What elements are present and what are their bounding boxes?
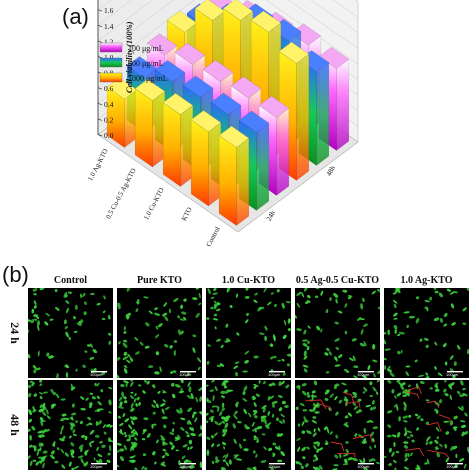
micrograph: 100μm <box>117 380 202 470</box>
micrograph: 100μm <box>28 380 113 470</box>
category-label: 0.5 Cu-0.5 Ag-KTO <box>104 167 137 220</box>
legend-swatch <box>99 57 123 68</box>
category-label: KTO <box>180 206 194 222</box>
scale-bar-label: 100μm <box>90 464 103 469</box>
column-header: Pure KTO <box>137 275 182 286</box>
panel-b: (b) Control Pure KTO 1.0 Cu-KTO 0.5 Ag-0.5 … <box>0 262 474 470</box>
panel-a-label: (a) <box>62 4 89 29</box>
legend-label: 500 μg/mL <box>128 59 164 68</box>
bar-0-5-cu-0-5-ag-kto-24h-s2 <box>134 79 166 168</box>
column-header: 1.0 Cu-KTO <box>221 275 276 286</box>
category-label: Control <box>205 225 222 248</box>
legend-swatch <box>99 72 123 83</box>
z-tick-label: 0.2 <box>104 115 114 124</box>
micrograph: 100μm <box>206 380 291 470</box>
scale-bar-label: 100μm <box>179 464 192 469</box>
micrograph: 100μm <box>295 288 380 378</box>
micrograph: 100μm <box>117 288 202 378</box>
z-tick-label: 0.6 <box>104 84 114 93</box>
cell-viability-3d-bar-chart: 0.00.20.40.60.81.01.21.41.61.8Cell viabi… <box>86 0 359 248</box>
scale-bar-label: 100μm <box>179 372 192 377</box>
column-header: 0.5 Ag-0.5 Cu-KTO <box>295 275 380 286</box>
chart-bars <box>106 0 350 226</box>
bar-kto-24h-s2 <box>190 110 222 207</box>
column-header: 1.0 Ag-KTO <box>400 275 453 286</box>
z-tick-label: 1.6 <box>104 6 114 15</box>
micrograph: 100μm <box>28 288 113 378</box>
scale-bar-label: 100μm <box>90 372 103 377</box>
legend-label: 1000 μg/mL <box>128 74 168 83</box>
row-header: 24 h <box>8 322 22 344</box>
z-tick-label: 0.4 <box>104 100 114 109</box>
gridline <box>97 0 359 49</box>
micrograph: 100μm <box>384 380 469 470</box>
z-tick-label: 0.0 <box>104 131 114 140</box>
row-header: 48 h <box>8 414 22 436</box>
time-label: 48h <box>325 164 337 178</box>
scale-bar-label: 100μm <box>357 464 370 469</box>
micrograph: 100μm <box>295 380 380 470</box>
z-tick-label: 1.4 <box>104 22 114 31</box>
category-label: 1.0 Ag-KTO <box>86 147 110 182</box>
panel-b-label: (b) <box>2 262 29 287</box>
micrograph: 100μm <box>384 288 469 378</box>
micrograph: 100μm <box>206 288 291 378</box>
time-label: 24h <box>265 209 277 223</box>
scale-bar-label: 100μm <box>446 464 459 469</box>
z-tick-label: 1.2 <box>104 37 114 46</box>
panel-a: (a) 0.00.20.40.60.81.01.21.41.61.8Cell v… <box>62 0 359 248</box>
bar-control-24h-s2 <box>218 125 250 226</box>
bar-1-0-ag-kto-24h-s2 <box>106 77 138 148</box>
gridline <box>97 0 359 34</box>
scale-bar-label: 100μm <box>268 464 281 469</box>
scale-bar-label: 100μm <box>446 372 459 377</box>
bar-1-0-cu-kto-24h-s2 <box>162 93 194 187</box>
category-label: 1.0 Cu-KTO <box>142 186 166 221</box>
scale-bar-label: 100μm <box>268 372 281 377</box>
chart-legend: 100 μg/mL 500 μg/mL 1000 μg/mL <box>99 42 168 83</box>
scale-bar-label: 100μm <box>357 372 370 377</box>
legend-label: 100 μg/mL <box>128 44 164 53</box>
z-axis-label: Cell viability (100%) <box>124 21 134 93</box>
z-tick-label: 1.0 <box>104 53 114 62</box>
column-header: Control <box>53 275 88 286</box>
legend-swatch <box>99 42 123 53</box>
